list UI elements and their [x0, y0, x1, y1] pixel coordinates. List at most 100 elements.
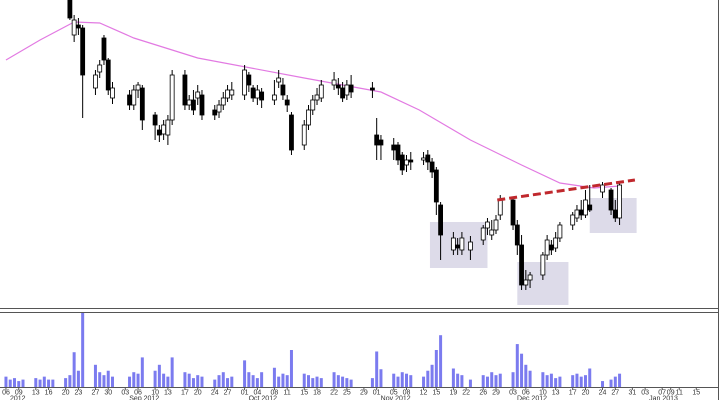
candle-body — [438, 204, 444, 236]
volume-bar — [481, 375, 485, 387]
volume-bar — [456, 373, 460, 387]
candle-body — [191, 99, 196, 111]
volume-bar — [76, 370, 80, 387]
candle-body — [612, 209, 618, 219]
x-tick-label: 15 — [692, 389, 700, 396]
candle-body — [395, 144, 401, 161]
x-tick-label: 22 — [462, 389, 470, 396]
candle-body — [370, 87, 375, 91]
volume-bar — [341, 376, 345, 387]
candle-body — [540, 254, 546, 276]
candle-body — [276, 77, 282, 83]
volume-bar — [430, 364, 434, 387]
volume-panel — [4, 313, 622, 387]
candle-body — [425, 154, 431, 163]
candle-body — [212, 109, 218, 116]
candle-body — [331, 79, 337, 86]
candle-body — [139, 87, 145, 121]
volume-bar — [12, 378, 16, 387]
volume-bar — [434, 350, 438, 387]
volume-bar — [405, 373, 409, 387]
candle-body — [254, 89, 260, 99]
candle-body — [557, 224, 563, 239]
volume-bar — [396, 376, 400, 387]
volume-bar — [187, 373, 191, 387]
candle-body — [229, 89, 235, 96]
volume-bar — [579, 376, 583, 387]
volume-bar — [494, 375, 498, 387]
candle-body — [433, 169, 439, 203]
volume-bar — [162, 373, 166, 387]
candle-body — [165, 119, 171, 136]
candle-body — [570, 214, 576, 226]
candle-body — [510, 199, 516, 226]
candle-body — [152, 114, 158, 126]
x-tick-label: 10 — [151, 389, 159, 396]
candle-body — [186, 99, 192, 106]
x-tick-label: 01 — [373, 389, 381, 396]
volume-bar — [302, 373, 306, 387]
volume-bar — [277, 376, 281, 387]
volume-bar — [136, 373, 140, 387]
candle-body — [259, 91, 265, 101]
volume-bar — [498, 373, 502, 387]
volume-bar — [230, 376, 234, 387]
volume-bar — [613, 376, 617, 387]
x-tick-label: 20 — [62, 389, 70, 396]
trendline — [497, 178, 636, 202]
x-tick-label: 15 — [300, 389, 308, 396]
volume-bar — [375, 351, 379, 387]
x-tick-label: 06 — [522, 389, 530, 396]
candle-body — [340, 87, 345, 99]
volume-bar — [93, 364, 97, 387]
volume-bar — [281, 373, 285, 387]
x-tick-label: 05 — [390, 389, 398, 396]
candle-body — [71, 19, 77, 36]
candle-body — [514, 224, 520, 246]
candle-body — [131, 89, 137, 106]
x-tick-label: 12 — [420, 389, 428, 396]
volume-bar — [426, 370, 430, 387]
x-tick-label: 13 — [552, 389, 560, 396]
candle-body — [246, 74, 252, 86]
volume-bar — [247, 372, 251, 387]
x-tick-label: 23 — [75, 389, 83, 396]
candle-body — [318, 84, 324, 99]
candle-body — [110, 87, 115, 99]
volume-bar — [319, 378, 323, 387]
volume-bar — [609, 379, 613, 387]
x-tick-label: 15 — [432, 389, 440, 396]
volume-bar — [289, 350, 293, 387]
candle-body — [272, 94, 277, 101]
month-label: Sep 2012 — [129, 395, 159, 400]
x-tick-label: 22 — [330, 389, 338, 396]
candle-body — [497, 199, 503, 216]
volume-bar — [170, 357, 174, 387]
x-tick-label: 09 — [15, 389, 23, 396]
candle-body — [242, 69, 247, 96]
x-tick-label: 24 — [599, 389, 607, 396]
candle-body — [527, 274, 533, 281]
x-tick-label: 07 — [658, 389, 666, 396]
volume-bar — [422, 376, 426, 387]
volume-bar — [38, 379, 42, 387]
volume-bar — [336, 375, 340, 387]
volume-bar — [260, 372, 264, 387]
volume-bar — [106, 370, 110, 387]
candle-body — [429, 161, 435, 173]
volume-bar — [409, 375, 413, 387]
volume-bar — [42, 376, 46, 387]
x-tick-label: 20 — [582, 389, 590, 396]
candle-body — [301, 124, 307, 146]
candle-body — [169, 74, 175, 121]
x-tick-label: 31 — [628, 389, 636, 396]
x-tick-label: 26 — [479, 389, 487, 396]
volume-bar — [132, 372, 136, 387]
candle-body — [182, 74, 188, 106]
volume-bar — [485, 376, 489, 387]
volume-bar — [571, 375, 575, 387]
month-label: Nov 2012 — [381, 395, 411, 400]
candle-body — [97, 64, 103, 73]
